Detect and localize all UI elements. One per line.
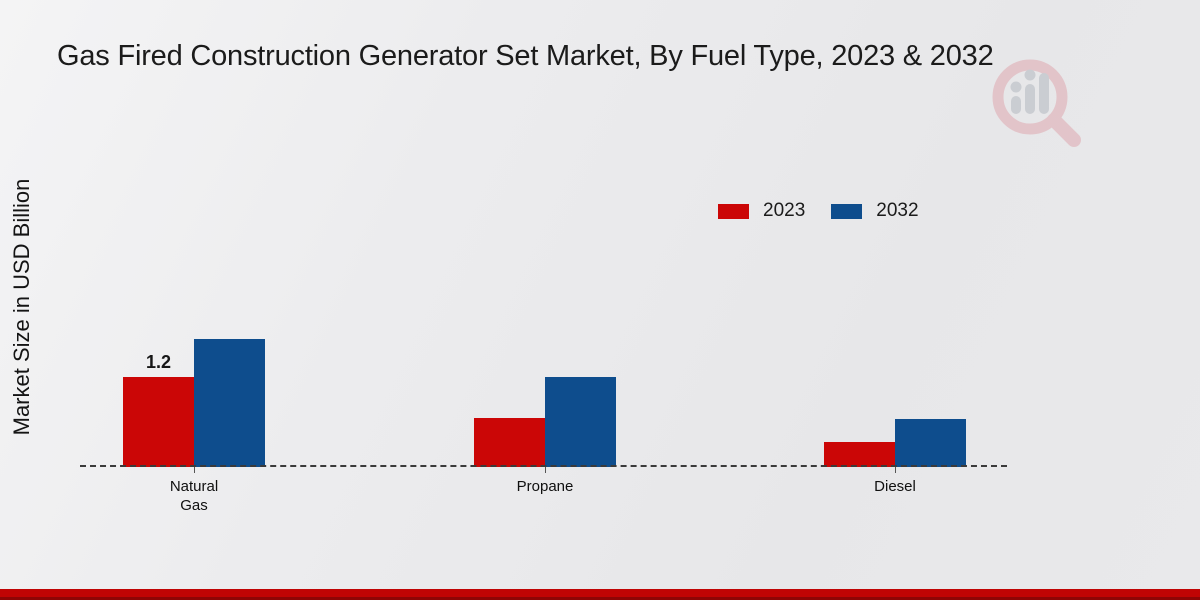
x-axis-label-natural-gas: Natural Gas bbox=[169, 478, 219, 514]
x-axis-baseline bbox=[80, 465, 1007, 467]
legend-swatch-2032 bbox=[831, 203, 863, 219]
bar-2023-propane bbox=[474, 418, 545, 467]
legend-label-2023: 2023 bbox=[763, 200, 806, 221]
chart-title: Gas Fired Construction Generator Set Mar… bbox=[57, 40, 994, 72]
x-axis-label-diesel: Diesel bbox=[874, 478, 916, 495]
legend: 2023 2032 bbox=[718, 200, 919, 222]
bar-2032-natural-gas bbox=[194, 339, 265, 467]
bar-2023-natural-gas bbox=[123, 377, 194, 467]
bar-2032-diesel bbox=[895, 419, 966, 467]
bar-value-label: 1.2 bbox=[145, 352, 172, 372]
legend-label-2032: 2032 bbox=[876, 200, 919, 221]
magnifier-logo-watermark bbox=[992, 59, 1081, 147]
bar-2032-propane bbox=[545, 377, 616, 467]
legend-swatch-2023 bbox=[718, 203, 749, 219]
footer-red-strip bbox=[0, 589, 1200, 600]
bar-2023-diesel bbox=[824, 442, 895, 467]
x-axis-tick bbox=[545, 467, 546, 473]
legend-item-2023: 2023 bbox=[718, 200, 805, 222]
x-axis-tick bbox=[194, 467, 195, 473]
x-axis-tick bbox=[895, 467, 896, 473]
legend-item-2032: 2032 bbox=[831, 200, 919, 222]
x-axis-label-propane: Propane bbox=[516, 478, 574, 495]
